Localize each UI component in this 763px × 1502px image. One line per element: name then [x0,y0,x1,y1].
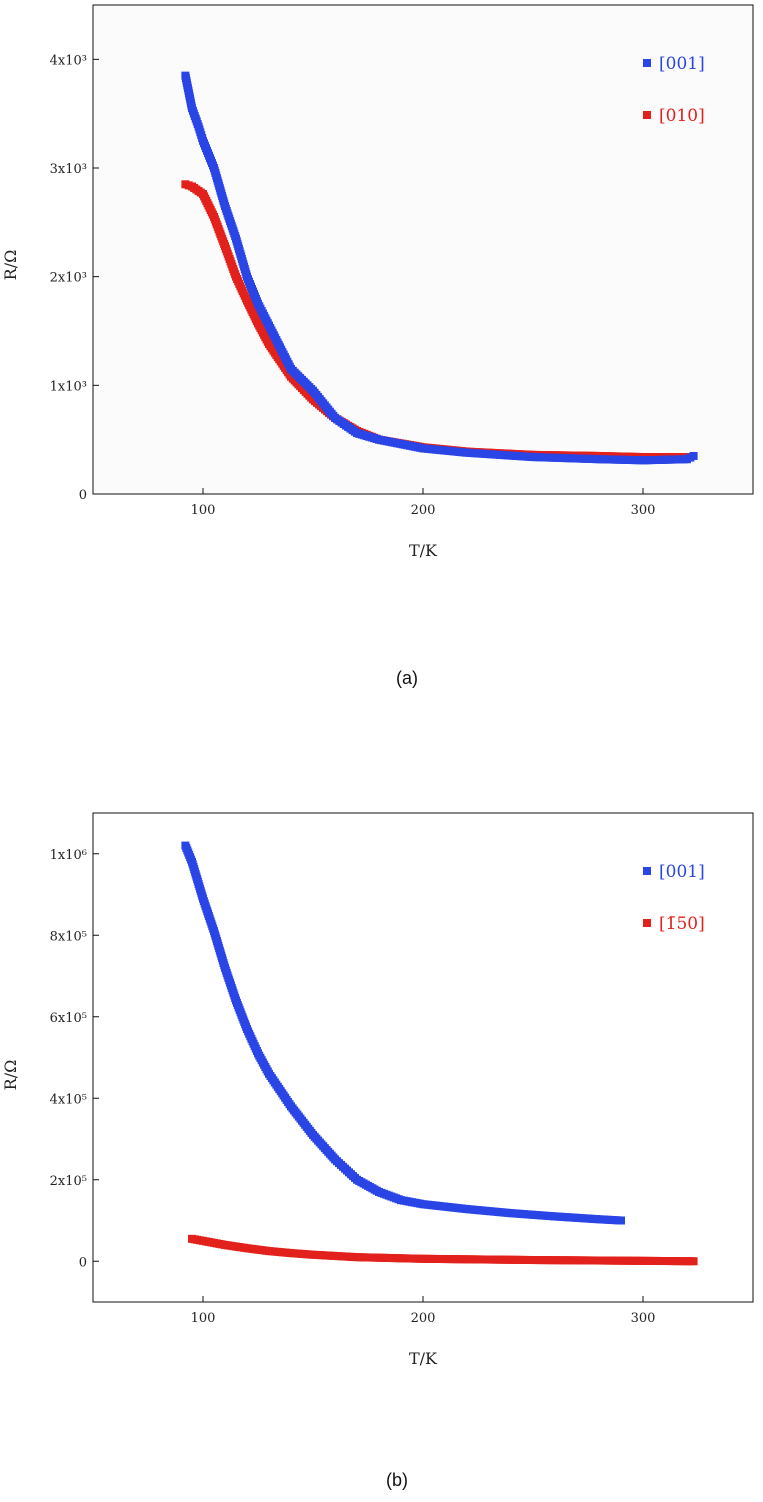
legend-marker [643,59,651,67]
plot-area-a [92,4,754,495]
chart-panel-b: 100 200 300 0 2x10⁵ 4x10⁵ 6x10⁵ 8x10⁵ 1x10⁶ [001… [1,812,754,1490]
y-tick-label: 1x10⁶ [50,848,87,863]
y-axis-label-b: R/Ω [1,1060,20,1091]
legend-entry: [010] [659,106,705,126]
x-axis-label-b: T/K [409,1349,438,1368]
y-axis-label-a: R/Ω [1,250,20,281]
y-tick-label: 1x10³ [50,379,87,394]
y-tick-label: 0 [79,488,87,503]
caption-b: (b) [386,1470,408,1490]
plot-area-b [92,812,754,1303]
x-tick-label: 200 [411,503,436,518]
legend-b: [001] [1̄50] [643,862,705,934]
legend-entry: [001] [659,862,705,882]
axis-ticks-b: 100 200 300 0 2x10⁵ 4x10⁵ 6x10⁵ 8x10⁵ 1x10⁶ [50,848,656,1326]
series-layer-a [181,71,698,465]
x-tick-label: 300 [631,503,656,518]
y-tick-label: 0 [79,1255,87,1270]
legend-marker [643,867,651,875]
legend-entry: [1̄50] [659,914,705,934]
caption-a: (a) [396,668,418,688]
x-tick-label: 100 [191,1311,216,1326]
legend-a: [001] [010] [643,54,705,126]
legend-marker [643,111,651,119]
y-tick-label: 8x10⁵ [50,929,87,944]
y-tick-label: 2x10⁵ [50,1174,87,1189]
chart-panel-a: 100 200 300 0 1x10³ 2x10³ 3x10³ 4x10³ [001] [010… [1,4,754,688]
y-tick-label: 6x10⁵ [50,1011,87,1026]
y-tick-label: 3x10³ [50,162,87,177]
series-layer-b [181,841,698,1266]
y-tick-label: 4x10⁵ [50,1092,87,1107]
data-point [617,1216,625,1225]
y-tick-label: 4x10³ [50,53,87,68]
y-tick-label: 2x10³ [50,271,87,286]
legend-entry: [001] [659,54,705,74]
x-axis-label-a: T/K [409,541,438,560]
series-b-red [188,1234,698,1266]
axis-ticks-a: 100 200 300 0 1x10³ 2x10³ 3x10³ 4x10³ [50,53,656,518]
x-tick-label: 300 [631,1311,656,1326]
data-point [689,451,698,460]
series-a-blue [181,71,698,465]
x-tick-label: 100 [191,503,216,518]
series-b-blue [181,841,625,1225]
x-tick-label: 200 [411,1311,436,1326]
legend-marker [643,919,651,927]
data-point [689,1257,698,1266]
